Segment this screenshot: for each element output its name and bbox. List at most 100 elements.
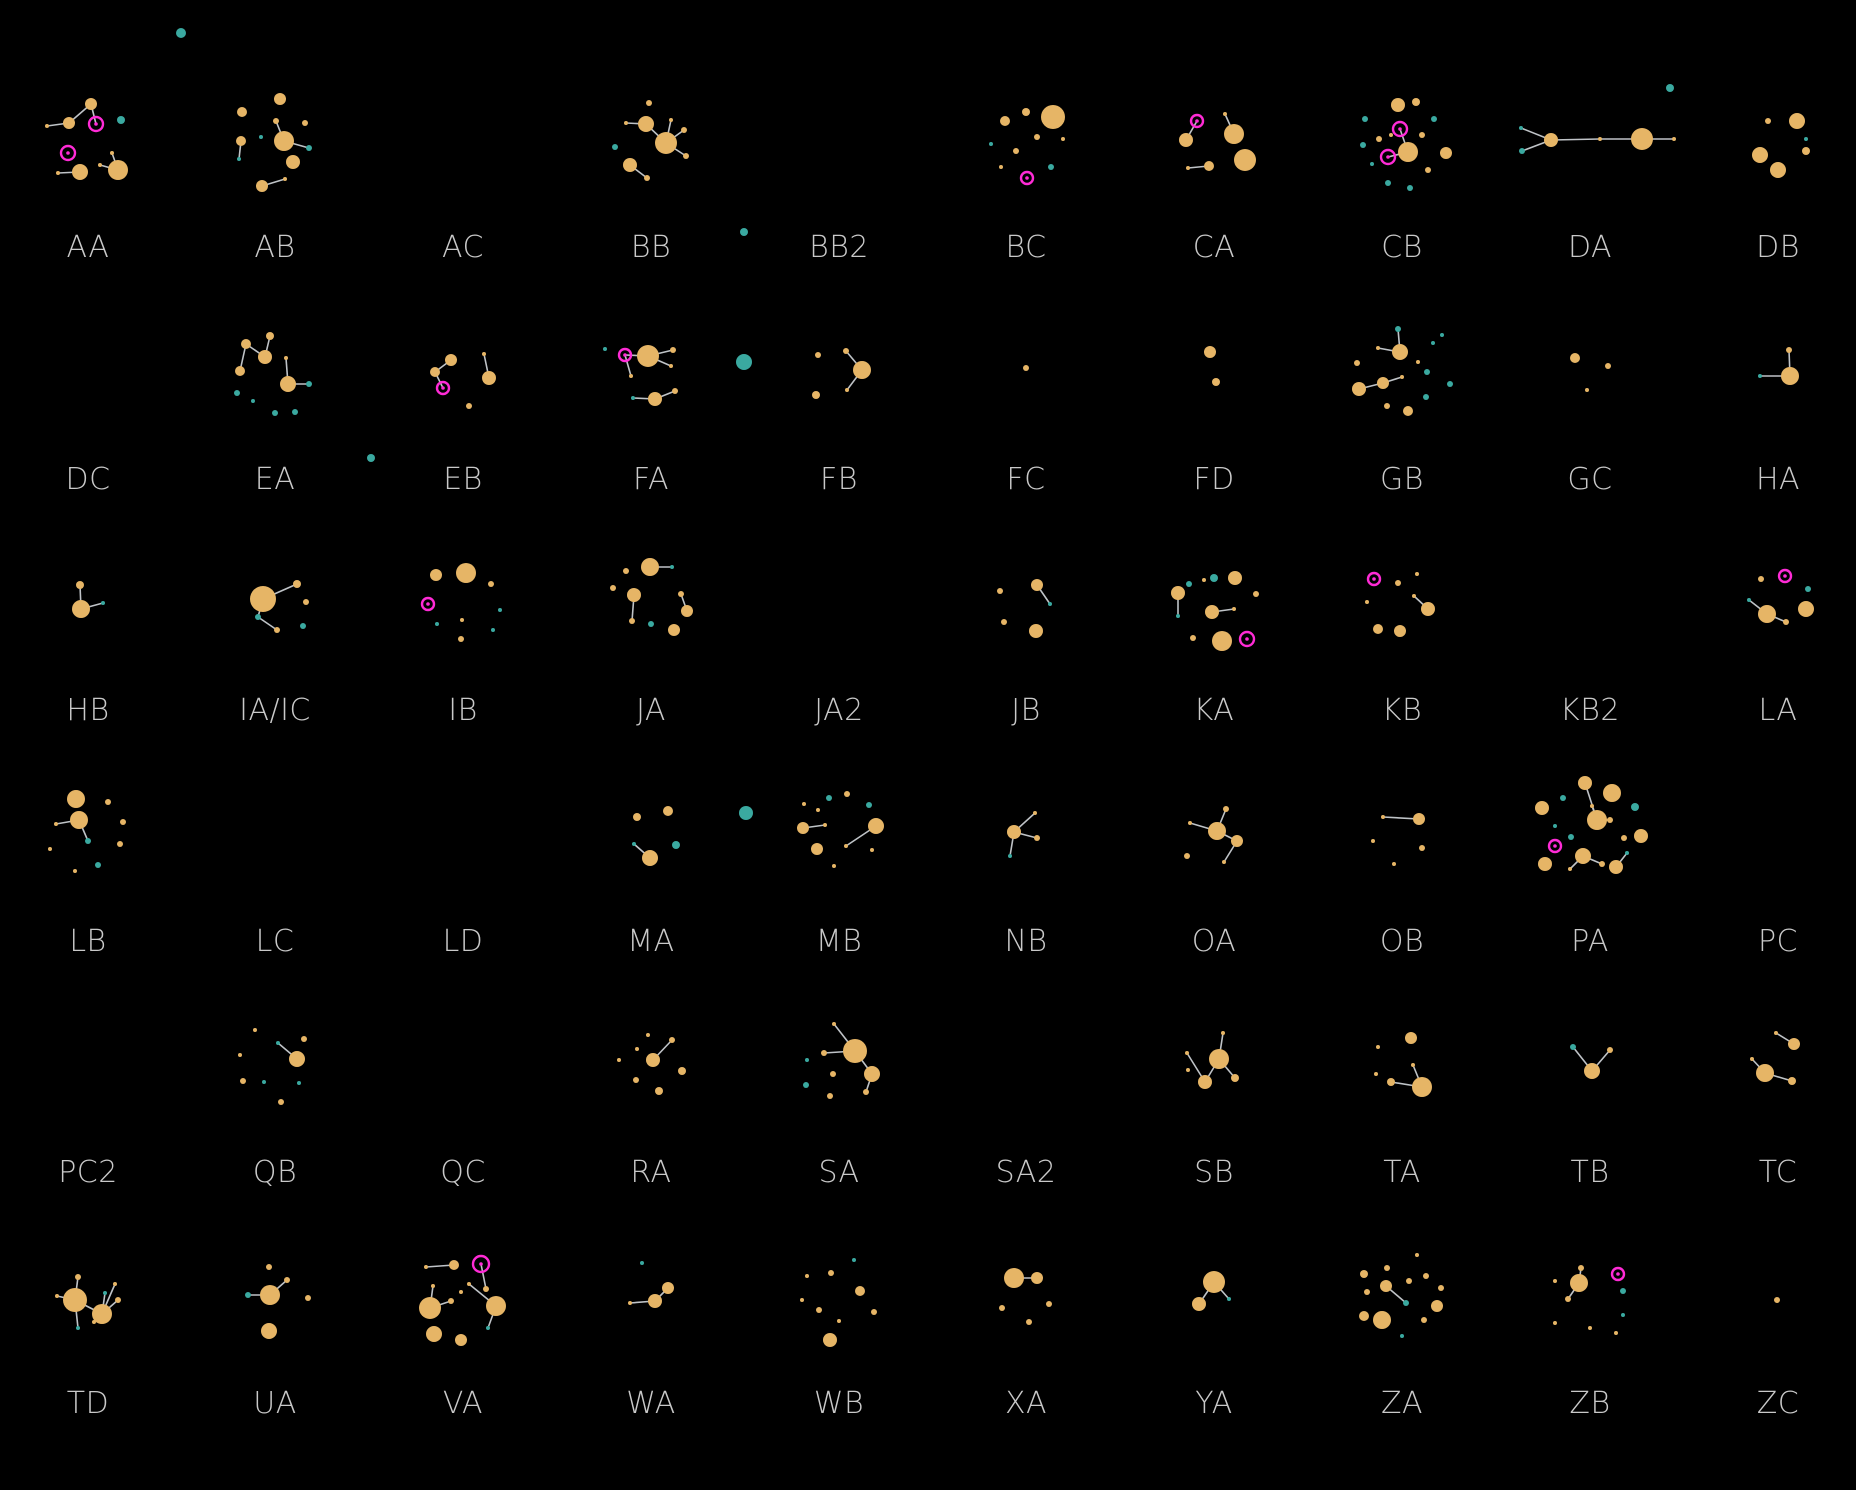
cluster-nb[interactable]	[1007, 811, 1040, 858]
gold-node	[273, 118, 279, 124]
cell-label: BC	[1005, 230, 1047, 265]
cluster-zb[interactable]	[1553, 1265, 1626, 1335]
cluster-sa[interactable]	[803, 1022, 880, 1099]
gold-node	[302, 120, 308, 126]
cluster-fd[interactable]	[1204, 346, 1220, 386]
cluster-ob[interactable]	[1371, 813, 1425, 866]
cluster-aa[interactable]	[45, 98, 128, 180]
highlight-node	[1379, 148, 1397, 166]
cluster-lb[interactable]	[48, 790, 126, 873]
cell-label: ZC	[1756, 1386, 1800, 1421]
cluster-db[interactable]	[1752, 113, 1810, 178]
cluster-fb[interactable]	[736, 348, 871, 399]
gold-node	[1584, 1063, 1600, 1079]
cluster-td[interactable]	[55, 1274, 121, 1330]
gold-node	[669, 1037, 675, 1043]
highlight-node-core	[479, 1262, 483, 1266]
gold-node	[455, 1334, 467, 1346]
cluster-fa[interactable]	[603, 345, 678, 406]
gold-node	[1758, 605, 1776, 623]
cell-label: AC	[442, 230, 484, 265]
cluster-ab[interactable]	[236, 93, 312, 192]
gold-node	[63, 117, 75, 129]
teal-node	[1431, 116, 1437, 122]
cluster-cb[interactable]	[1360, 98, 1452, 191]
gold-node	[63, 1288, 87, 1312]
cluster-gc[interactable]	[1570, 353, 1611, 392]
gold-node	[286, 155, 300, 169]
cluster-ta[interactable]	[1374, 1032, 1432, 1097]
cluster-ca[interactable]	[1179, 112, 1256, 171]
cluster-zc[interactable]	[1774, 1297, 1780, 1303]
cluster-tb[interactable]	[1570, 1044, 1613, 1079]
cluster-bb[interactable]	[612, 100, 689, 181]
cluster-ya[interactable]	[1192, 1271, 1231, 1311]
gold-node	[629, 374, 633, 378]
gold-node	[1034, 835, 1040, 841]
gold-node	[1783, 619, 1789, 625]
gold-node	[1614, 1331, 1618, 1335]
highlight-node	[59, 144, 77, 162]
gold-node	[1395, 580, 1401, 586]
gold-node	[1026, 1319, 1032, 1325]
gold-node	[1186, 1068, 1190, 1072]
cell-label: MA	[627, 924, 675, 959]
cluster-gb[interactable]	[1352, 326, 1453, 416]
cluster-kb[interactable]	[1365, 571, 1435, 637]
cluster-tc[interactable]	[1750, 1031, 1800, 1085]
cluster-ua[interactable]	[245, 1264, 311, 1339]
cluster-eb[interactable]	[430, 352, 496, 409]
gold-node	[1232, 607, 1236, 611]
gold-node	[1392, 862, 1396, 866]
cluster-wa[interactable]	[628, 1261, 674, 1308]
cluster-ra[interactable]	[617, 1033, 686, 1095]
cluster-ja[interactable]	[610, 558, 693, 636]
cluster-oa[interactable]	[1184, 806, 1243, 864]
gold-node	[623, 568, 629, 574]
cell-label: WA	[626, 1386, 676, 1421]
cluster-ha[interactable]	[1758, 347, 1799, 385]
gold-node	[448, 1298, 454, 1304]
cluster-wb[interactable]	[800, 1258, 877, 1347]
gold-node	[837, 1319, 841, 1323]
gold-node	[853, 361, 871, 379]
cluster-mb[interactable]	[797, 791, 884, 868]
gold-node	[812, 391, 820, 399]
edge	[1550, 138, 1601, 141]
gold-node	[669, 118, 673, 122]
cluster-bc[interactable]	[989, 105, 1065, 186]
cluster-ka[interactable]	[1171, 571, 1259, 651]
gold-node	[1204, 346, 1216, 358]
cluster-qb[interactable]	[238, 1028, 307, 1105]
highlight-node-core	[94, 122, 98, 126]
teal-node	[603, 347, 607, 351]
cluster-ib[interactable]	[420, 563, 502, 642]
teal-node	[1008, 854, 1012, 858]
cluster-fc[interactable]	[1023, 365, 1029, 371]
highlight-node	[617, 347, 633, 363]
cluster-ea[interactable]	[234, 332, 312, 416]
highlight-node-core	[623, 353, 627, 357]
gold-node	[1774, 1031, 1778, 1035]
gold-node	[1212, 378, 1220, 386]
cluster-da[interactable]	[1519, 84, 1676, 154]
teal-node	[76, 1326, 80, 1330]
gold-node	[1634, 829, 1648, 843]
cluster-ma[interactable]	[632, 806, 753, 866]
cluster-ia-ic[interactable]	[250, 580, 309, 633]
gold-node	[1570, 1274, 1588, 1292]
teal-node	[1747, 598, 1751, 602]
gold-node	[1788, 1038, 1800, 1050]
cluster-va[interactable]	[419, 1254, 506, 1346]
cluster-za[interactable]	[1359, 1253, 1444, 1338]
cluster-xa[interactable]	[999, 1268, 1052, 1325]
cluster-jb[interactable]	[997, 579, 1052, 638]
gold-node	[305, 1295, 311, 1301]
cluster-hb[interactable]	[72, 581, 105, 618]
cluster-sb[interactable]	[1185, 1031, 1239, 1089]
gold-node	[260, 1285, 280, 1305]
gold-node	[1553, 1279, 1557, 1283]
cluster-pa[interactable]	[1535, 776, 1648, 874]
gold-node	[1774, 1297, 1780, 1303]
cluster-la[interactable]	[1747, 568, 1814, 625]
